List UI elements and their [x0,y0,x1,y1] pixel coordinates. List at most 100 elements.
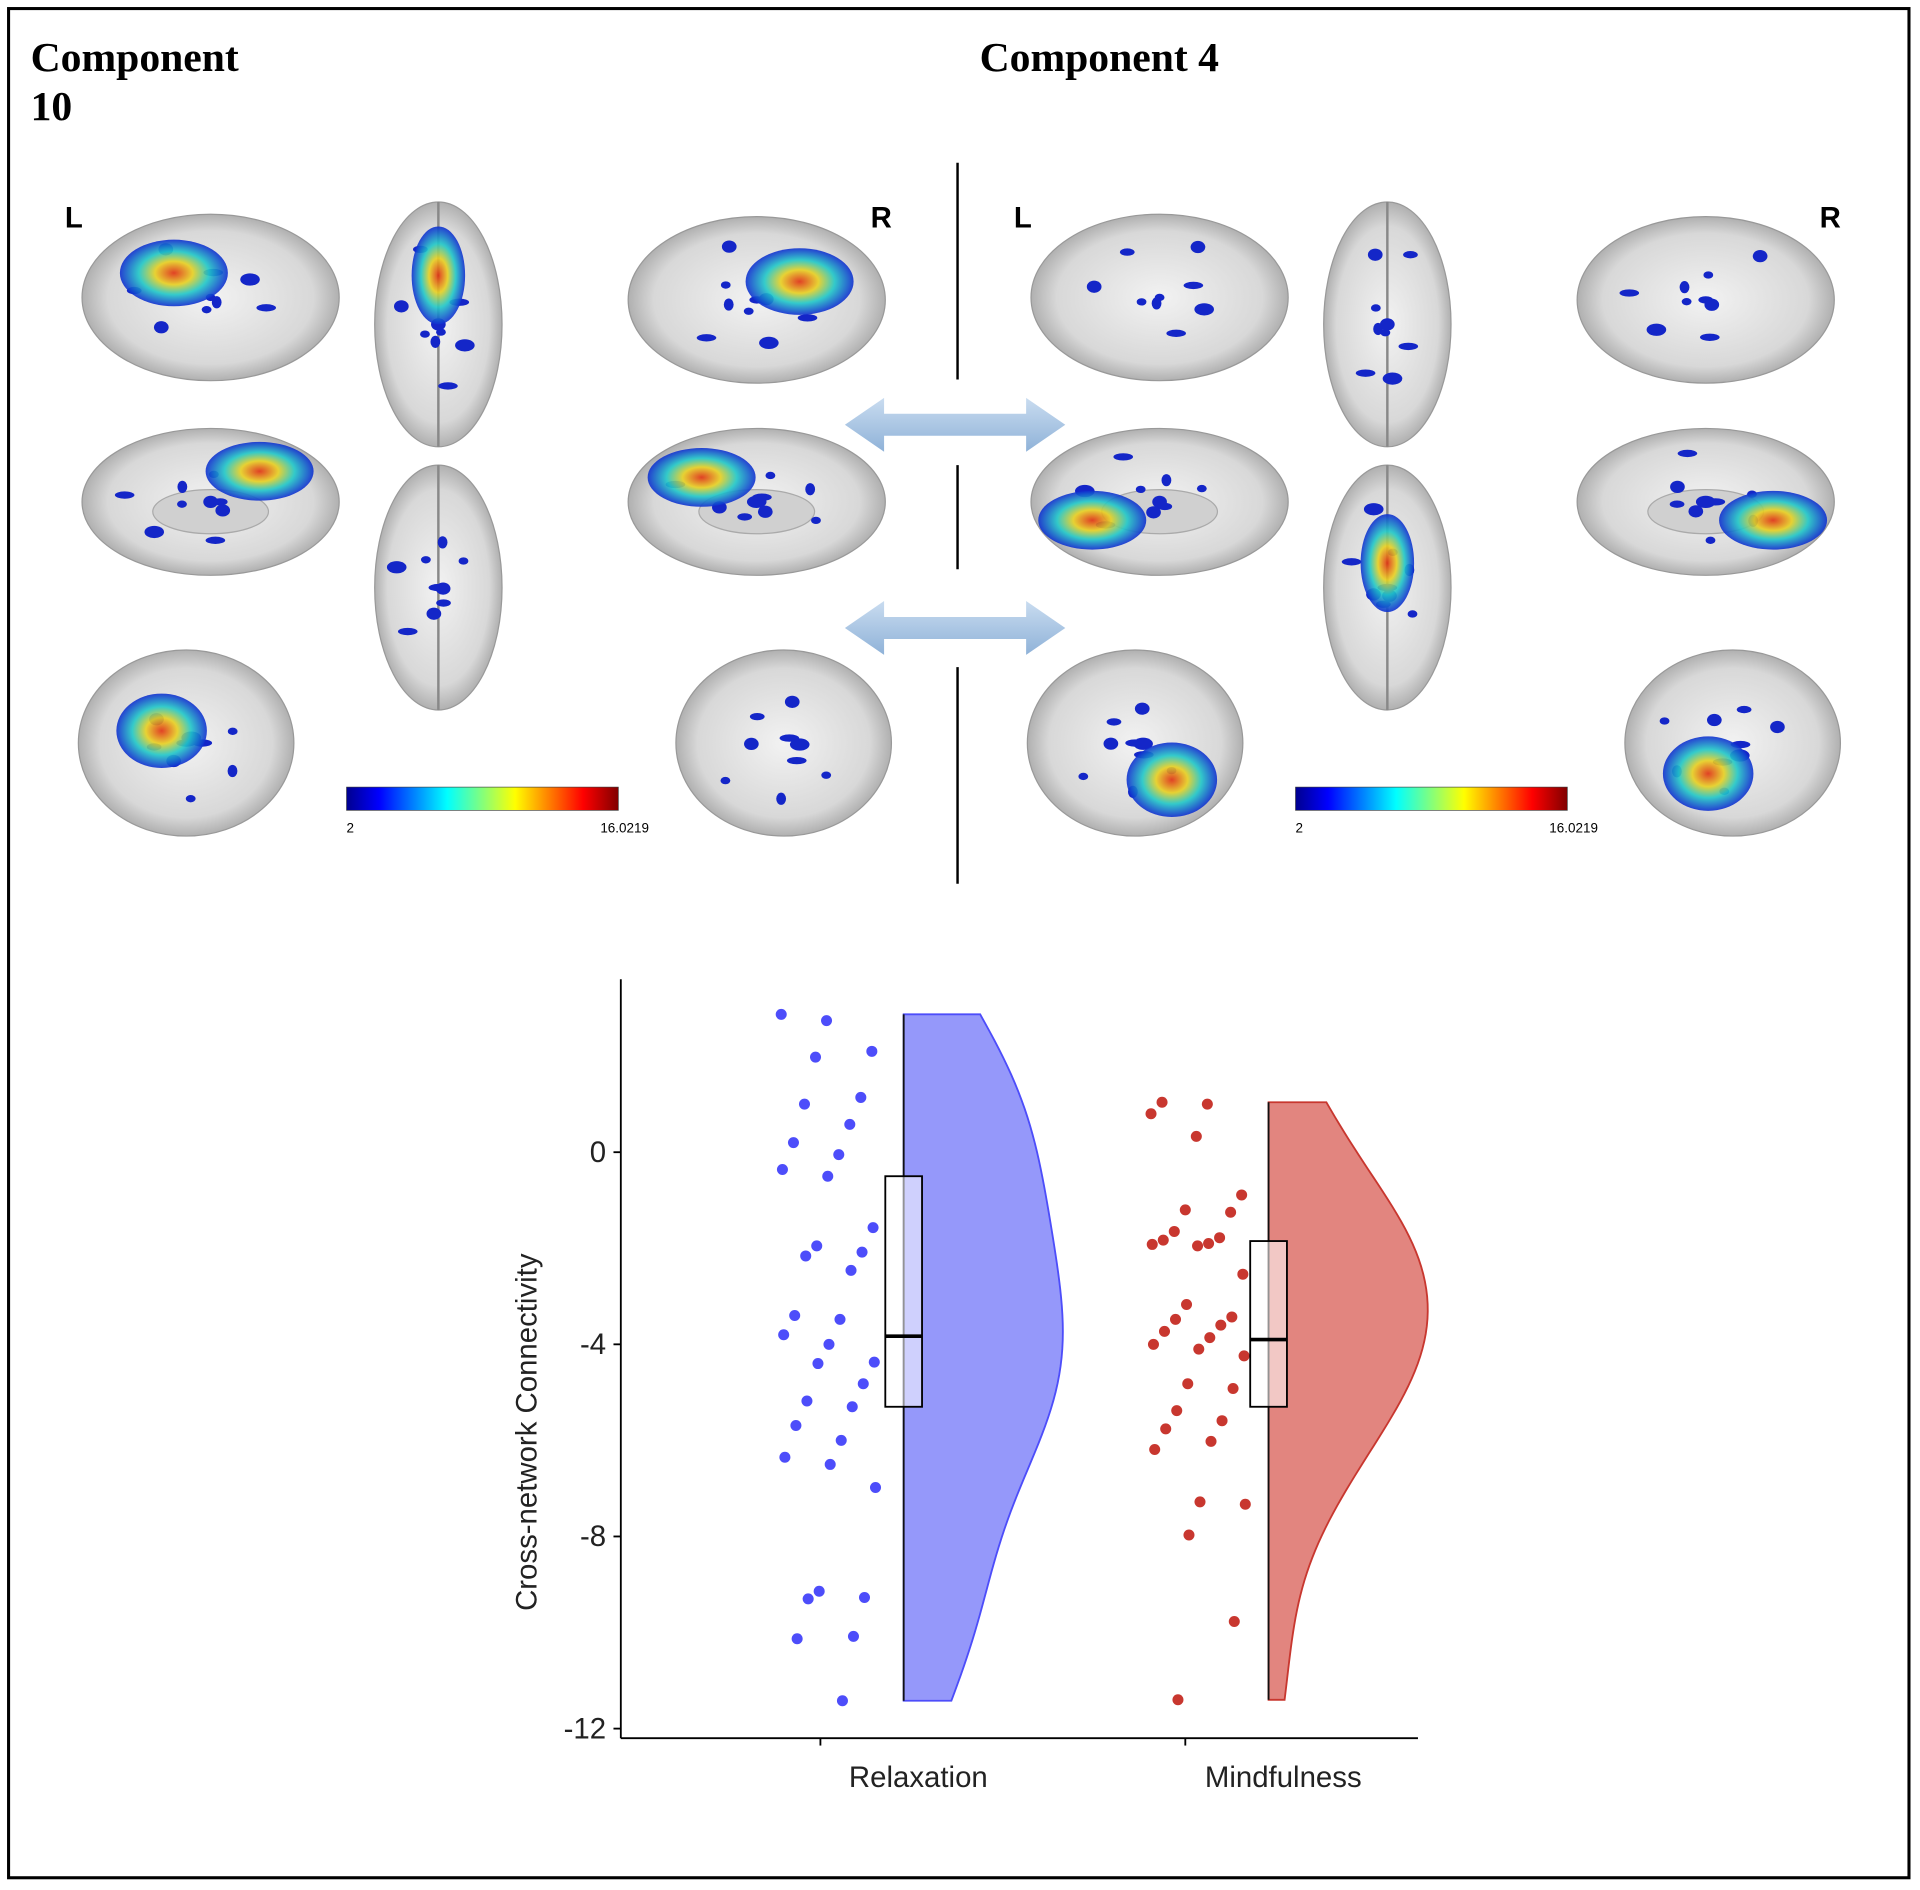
activation-spot [1190,240,1206,254]
activation-spot [1619,289,1640,297]
data-point [787,1137,799,1149]
brain-view [77,649,295,837]
data-point [802,1593,814,1605]
x-tick-label: Relaxation [849,1761,988,1794]
activation-spot [765,471,776,480]
data-point [1214,1232,1226,1244]
data-point [1147,1338,1159,1350]
colorbar-min: 2 [1296,820,1303,835]
activation-spot [1770,720,1785,734]
activation-spot [1106,718,1122,726]
activation-spot [720,281,731,289]
activation-spot [1103,737,1119,750]
colorbar-min: 2 [347,820,354,835]
arrows [844,397,1066,655]
brain-view [1026,649,1244,837]
brain-view [1624,649,1842,837]
data-point [791,1633,803,1645]
data-point [1194,1496,1206,1508]
data-point [1182,1378,1194,1390]
data-point [868,1356,880,1368]
colorbar [1295,786,1568,811]
activation-spot [436,599,451,607]
data-point [867,1222,879,1234]
activation-spot [1705,498,1726,506]
data-point [834,1313,846,1325]
brain-view [1576,427,1835,576]
activation-blob [647,448,756,507]
data-point [844,1118,856,1130]
activation-spot [240,273,260,286]
colorbar-max: 16.0219 [1549,820,1598,835]
data-point [1171,1405,1183,1417]
data-point [1149,1444,1161,1456]
panel-title: Component 10 [31,35,239,129]
activation-spot [786,756,807,765]
activation-spot [784,695,800,708]
colorbar-max: 16.0219 [600,820,649,835]
activation-spot [737,513,753,521]
activation-spot [1194,303,1214,316]
data-point [1226,1311,1238,1323]
brain-panels: Component 10 L R 2 16.0219 Component 4 L R 2 16.0… [31,35,1842,837]
data-point [800,1250,812,1262]
data-point [1172,1694,1184,1706]
brain-view [81,427,340,576]
data-point [1227,1383,1239,1395]
data-point [1237,1268,1249,1280]
activation-spot [1705,536,1716,545]
activation-spot [1363,503,1384,516]
y-tick-label: -8 [580,1520,606,1553]
activation-spot [428,583,449,592]
data-point [1201,1098,1213,1110]
brain-view [81,213,340,382]
activation-blob [205,441,314,501]
activation-spot [430,335,441,348]
data-point [821,1015,833,1027]
data-point [835,1434,847,1446]
activation-spot [1341,558,1362,566]
data-point [824,1458,836,1470]
data-point [801,1395,813,1407]
data-point [833,1149,845,1161]
activation-spot [1367,248,1383,261]
activation-spot [1700,333,1720,341]
data-point [775,1008,787,1020]
activation-spot [1736,705,1752,714]
activation-spot [177,500,187,508]
activation-spot [1403,251,1418,259]
activation-spot [1136,298,1147,306]
activation-spot [1370,304,1381,312]
activation-spot [1677,449,1698,458]
activation-spot [1681,297,1692,306]
raincloud-plot: -12 -8 -4 0 Cross-network Connectivity Relaxa… [510,979,1429,1794]
y-axis-label: Cross-network Connectivity [510,1253,543,1611]
brain-view [374,201,503,448]
activation-spot [1146,506,1161,519]
data-point [1203,1237,1215,1249]
activation-spot [437,536,448,549]
data-point [1170,1313,1182,1325]
activation-blob [745,248,854,315]
activation-spot [438,382,458,390]
activation-spot [1382,372,1403,385]
data-point [1156,1096,1168,1108]
frame [7,7,1911,1880]
activation-spot [1135,485,1146,494]
data-point [1146,1238,1158,1250]
data-point [1168,1225,1180,1237]
activation-spot [1086,280,1102,293]
hemisphere-label: R [1820,202,1841,235]
activation-spot [805,483,816,496]
activation-spot [1134,702,1150,715]
data-point [810,1051,822,1063]
activation-spot [759,336,779,350]
activation-spot [1151,297,1162,310]
activation-spot [1704,298,1720,311]
brain-view [1030,213,1289,382]
data-point [866,1045,878,1057]
activation-spot [696,334,717,342]
activation-spot [256,304,277,312]
activation-spot [720,776,731,785]
